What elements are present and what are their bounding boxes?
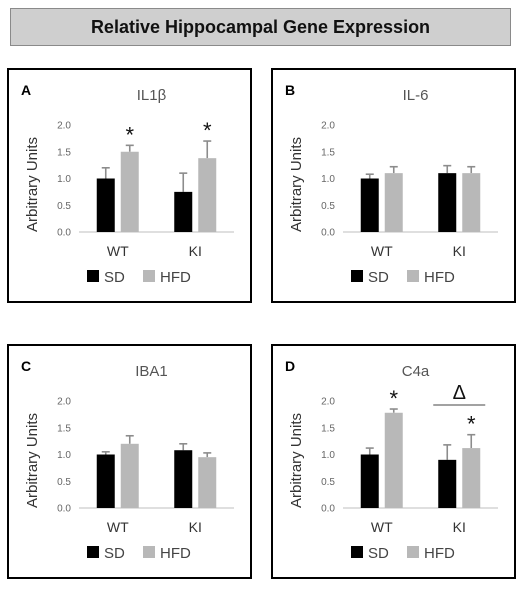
bar-hfd-ki xyxy=(462,448,481,508)
annotation-asterisk: * xyxy=(389,386,398,411)
legend-swatch-sd xyxy=(87,546,99,558)
legend-swatch-sd xyxy=(351,270,363,282)
y-tick-label: 1.5 xyxy=(321,147,335,158)
bar-sd-wt xyxy=(96,178,115,232)
legend-swatch-hfd xyxy=(407,270,419,282)
y-tick-label: 1.0 xyxy=(321,174,335,185)
chart-svg-c: C IBA1 Arbitrary Units 0.0 0.5 1.0 1.5 2.0 WT KI S… xyxy=(21,358,234,562)
legend-label-hfd: HFD xyxy=(424,269,455,286)
y-tick-label: 1.5 xyxy=(57,423,71,434)
bar-sd-ki xyxy=(174,191,193,232)
y-tick-label: 2.0 xyxy=(57,121,71,132)
bar-sd-wt xyxy=(360,178,379,232)
y-tick-label: 1.5 xyxy=(321,423,335,434)
bar-sd-wt xyxy=(96,454,115,508)
figure-title-box: Relative Hippocampal Gene Expression xyxy=(10,8,511,46)
x-category-label: KI xyxy=(189,243,202,259)
y-tick-label: 1.0 xyxy=(321,450,335,461)
legend-label-sd: SD xyxy=(104,269,125,286)
bar-hfd-ki xyxy=(198,457,217,508)
chart-svg-d: D C4a Arbitrary Units 0.0 0.5 1.0 1.5 2.0 WT KI * *… xyxy=(285,358,498,562)
x-category-label: KI xyxy=(189,519,202,535)
y-tick-label: 0.0 xyxy=(321,228,335,239)
y-tick-label: 1.5 xyxy=(57,147,71,158)
panel-b: B IL-6 Arbitrary Units 0.0 0.5 1.0 1.5 2.0 WT KI S… xyxy=(271,68,516,303)
bar-hfd-wt xyxy=(120,443,139,508)
y-tick-label: 0.0 xyxy=(57,504,71,515)
bar-hfd-wt xyxy=(120,151,139,232)
y-tick-label: 2.0 xyxy=(57,397,71,408)
annotation-asterisk: * xyxy=(125,122,134,147)
bar-hfd-ki xyxy=(462,173,481,232)
y-tick-label: 1.0 xyxy=(57,450,71,461)
x-category-label: KI xyxy=(453,519,466,535)
panel-letter: D xyxy=(285,358,295,374)
legend-swatch-hfd xyxy=(143,546,155,558)
legend-label-hfd: HFD xyxy=(160,545,191,562)
x-category-label: KI xyxy=(453,243,466,259)
legend-swatch-sd xyxy=(87,270,99,282)
legend-label-hfd: HFD xyxy=(424,545,455,562)
x-category-label: WT xyxy=(371,243,393,259)
y-axis-label: Arbitrary Units xyxy=(288,413,305,508)
legend-swatch-hfd xyxy=(143,270,155,282)
legend-label-sd: SD xyxy=(104,545,125,562)
annotation-asterisk: * xyxy=(467,412,476,437)
y-tick-label: 0.5 xyxy=(321,201,335,212)
y-tick-label: 2.0 xyxy=(321,397,335,408)
y-tick-label: 0.5 xyxy=(57,477,71,488)
panel-a: A IL1β Arbitrary Units 0.0 0.5 1.0 1.5 2.0 WT KI *… xyxy=(7,68,252,303)
y-tick-label: 0.5 xyxy=(57,201,71,212)
chart-svg-b: B IL-6 Arbitrary Units 0.0 0.5 1.0 1.5 2.0 WT KI S… xyxy=(285,82,498,286)
bar-sd-ki xyxy=(174,450,193,508)
y-tick-label: 2.0 xyxy=(321,121,335,132)
panel-letter: C xyxy=(21,358,31,374)
annotation-delta: Δ xyxy=(453,382,466,404)
annotation-asterisk: * xyxy=(203,118,212,143)
y-tick-label: 0.5 xyxy=(321,477,335,488)
legend-label-sd: SD xyxy=(368,269,389,286)
legend-swatch-sd xyxy=(351,546,363,558)
y-tick-label: 0.0 xyxy=(321,504,335,515)
bar-sd-wt xyxy=(360,454,379,508)
bar-sd-ki xyxy=(438,459,457,508)
bar-hfd-wt xyxy=(384,173,403,232)
bar-hfd-wt xyxy=(384,412,403,508)
y-tick-label: 0.0 xyxy=(57,228,71,239)
legend-label-hfd: HFD xyxy=(160,269,191,286)
legend-swatch-hfd xyxy=(407,546,419,558)
y-axis-label: Arbitrary Units xyxy=(24,413,41,508)
legend-label-sd: SD xyxy=(368,545,389,562)
figure-title: Relative Hippocampal Gene Expression xyxy=(90,16,431,37)
chart-title: C4a xyxy=(402,363,430,380)
bar-hfd-ki xyxy=(198,158,217,232)
bar-sd-ki xyxy=(438,173,457,232)
x-category-label: WT xyxy=(107,243,129,259)
x-category-label: WT xyxy=(371,519,393,535)
chart-title: IBA1 xyxy=(135,363,168,380)
panel-c: C IBA1 Arbitrary Units 0.0 0.5 1.0 1.5 2.0 WT KI S… xyxy=(7,344,252,579)
y-axis-label: Arbitrary Units xyxy=(288,137,305,232)
panel-letter: B xyxy=(285,82,295,98)
y-axis-label: Arbitrary Units xyxy=(24,137,41,232)
chart-title: IL1β xyxy=(137,87,167,104)
panel-d: D C4a Arbitrary Units 0.0 0.5 1.0 1.5 2.0 WT KI * *… xyxy=(271,344,516,579)
x-category-label: WT xyxy=(107,519,129,535)
panel-letter: A xyxy=(21,82,31,98)
chart-svg-a: A IL1β Arbitrary Units 0.0 0.5 1.0 1.5 2.0 WT KI *… xyxy=(21,82,234,286)
y-tick-label: 1.0 xyxy=(57,174,71,185)
chart-title: IL-6 xyxy=(403,87,429,104)
